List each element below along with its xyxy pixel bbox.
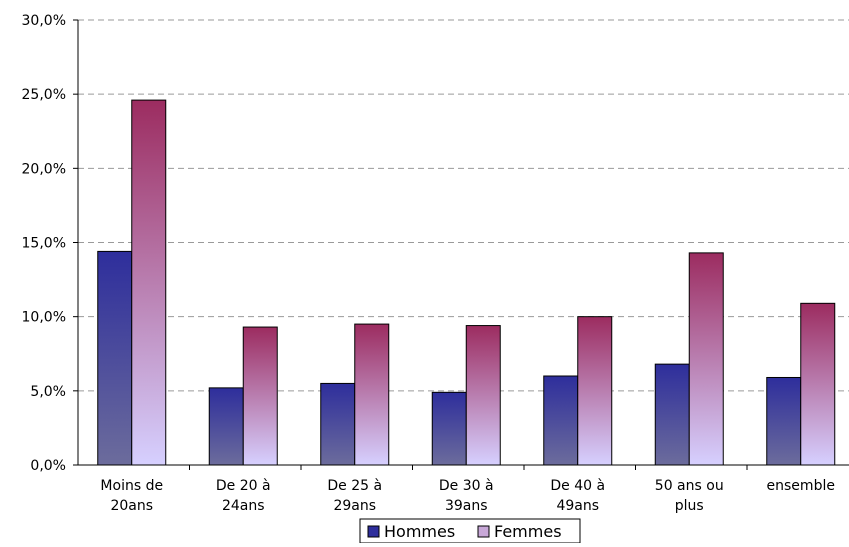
- bar-femmes: [131, 99, 167, 466]
- y-tick-label: 30,0%: [22, 13, 66, 29]
- y-tick-label: 5,0%: [30, 384, 66, 400]
- bar-hommes: [320, 382, 356, 466]
- bar-hommes: [431, 391, 467, 466]
- y-tick-label: 25,0%: [22, 87, 66, 103]
- y-tick-labels: 0,0% 5,0% 10,0% 15,0% 20,0% 25,0% 30,0%: [22, 13, 66, 474]
- x-tick-label: Moins de 20ans: [100, 478, 163, 514]
- legend-swatch-hommes: [367, 525, 380, 538]
- x-tick-label: De 25 à 29ans: [327, 478, 382, 514]
- x-tick-label: De 40 à 49ans: [550, 478, 605, 514]
- legend-label-femmes: Femmes: [494, 522, 562, 541]
- x-tick-label: De 20 à 24ans: [216, 478, 271, 514]
- bar-femmes: [800, 302, 836, 466]
- bar-hommes: [97, 250, 133, 466]
- bar-hommes: [543, 375, 579, 466]
- y-tick-label: 0,0%: [30, 458, 66, 474]
- bar-femmes: [465, 325, 501, 466]
- x-tick-label: De 30 à 39ans: [439, 478, 494, 514]
- bar-hommes: [208, 387, 244, 466]
- legend-label-hommes: Hommes: [384, 522, 455, 541]
- bar-hommes: [766, 376, 802, 466]
- legend-swatch-femmes: [477, 525, 490, 538]
- y-tick-label: 15,0%: [22, 236, 66, 252]
- bars: [97, 99, 836, 466]
- y-tick-label: 20,0%: [22, 161, 66, 177]
- bar-femmes: [577, 316, 613, 466]
- y-tick-label: 10,0%: [22, 310, 66, 326]
- x-tick-labels: Moins de 20ans De 20 à 24ans De 25 à 29ans De …: [100, 478, 835, 514]
- bar-femmes: [354, 323, 390, 466]
- x-tick-label: 50 ans ou plus: [655, 478, 724, 514]
- bar-femmes: [688, 252, 724, 466]
- gridlines: [78, 19, 849, 392]
- axes: [73, 19, 849, 470]
- bar-hommes: [654, 363, 690, 466]
- legend-box: [359, 518, 581, 544]
- bar-femmes: [242, 326, 278, 466]
- legend: Hommes Femmes: [359, 518, 581, 544]
- x-tick-label: ensemble: [767, 478, 835, 494]
